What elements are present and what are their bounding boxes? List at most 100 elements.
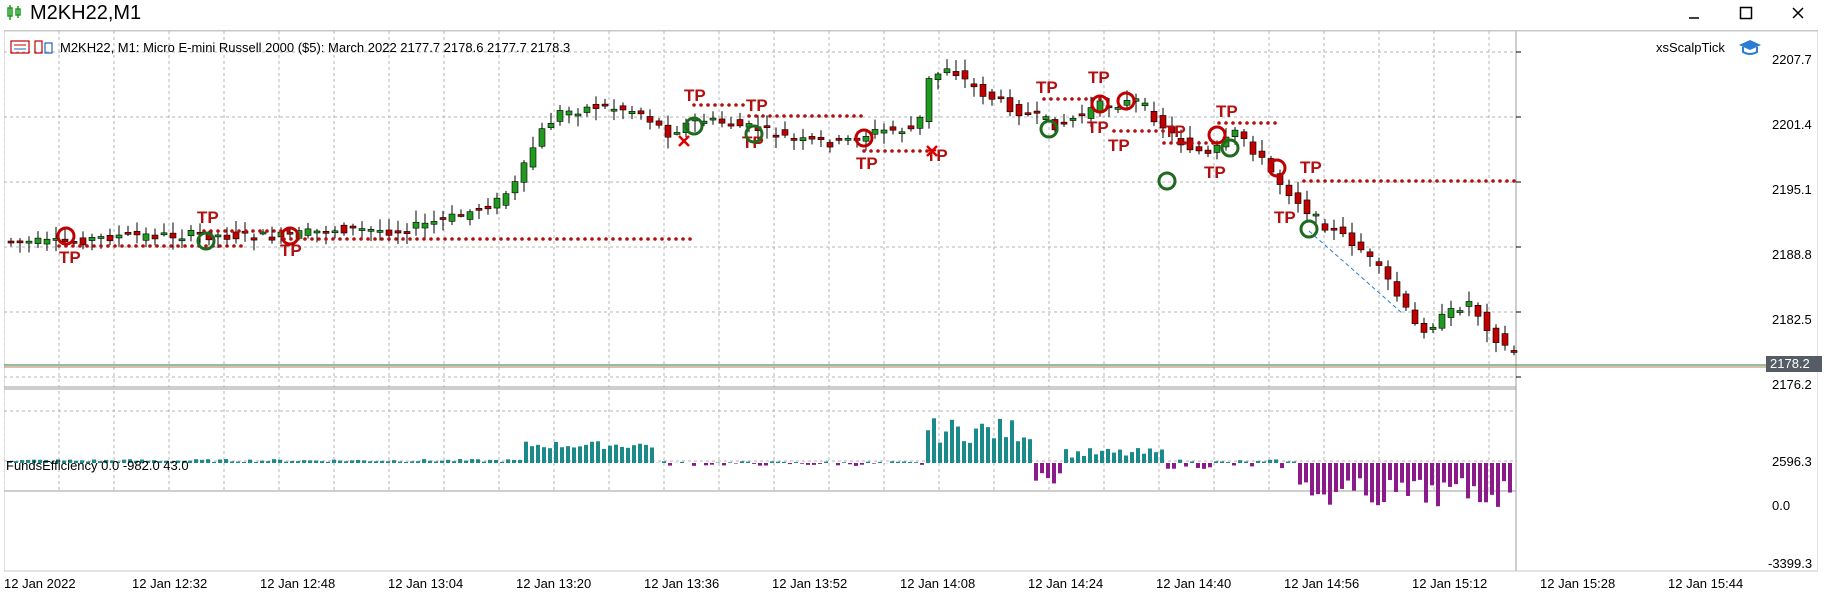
histogram-bar — [764, 463, 768, 466]
maximize-button[interactable] — [1720, 0, 1772, 26]
maximize-icon — [1739, 6, 1753, 20]
candle-body — [520, 162, 528, 183]
tp-level-dot — [134, 244, 138, 248]
tp-level-dot — [1400, 179, 1404, 183]
histogram-bar — [1322, 463, 1326, 495]
histogram-bar — [668, 463, 672, 466]
tp-level-dot — [1470, 179, 1474, 183]
tp-level-dot — [1463, 179, 1467, 183]
histogram-bar — [218, 459, 222, 463]
tp-level-dot — [272, 229, 276, 233]
candle-body — [286, 231, 294, 235]
histogram-bar — [368, 461, 372, 463]
histogram-bar — [50, 461, 54, 463]
tp-level-dot — [289, 237, 293, 241]
histogram-bar — [920, 463, 924, 465]
candle-body — [430, 221, 438, 225]
one-click-trading-icon[interactable] — [10, 40, 30, 54]
tp-level-dot — [789, 114, 793, 118]
tp-label: TP — [1088, 68, 1110, 87]
close-cross — [926, 145, 938, 157]
tp-level-dot — [1309, 179, 1313, 183]
tp-level-dot — [796, 114, 800, 118]
histogram-bar — [470, 459, 474, 463]
histogram-bar — [1016, 441, 1020, 463]
candle-body — [925, 78, 933, 122]
candle-body — [1195, 146, 1203, 152]
tp-level-dot — [597, 237, 601, 241]
tp-level-dot — [520, 237, 524, 241]
tp-level-dot — [485, 237, 489, 241]
tp-level-dot — [1204, 141, 1208, 145]
histogram-bar — [1316, 463, 1320, 495]
histogram-bar — [554, 442, 558, 463]
tp-level-dot — [216, 229, 220, 233]
candle-body — [1510, 350, 1518, 353]
candle-body — [736, 119, 744, 127]
tp-level-dot — [890, 149, 894, 153]
tp-level-dot — [1112, 129, 1116, 133]
minimize-button[interactable] — [1668, 0, 1720, 26]
histogram-bar — [494, 459, 498, 463]
candle-body — [1501, 333, 1509, 346]
tp-level-dot — [527, 237, 531, 241]
histogram-bar — [854, 463, 858, 466]
candle-body — [214, 234, 222, 238]
candle-body — [583, 106, 591, 113]
histogram-bar — [74, 460, 78, 463]
tp-label: TP — [684, 86, 706, 105]
depth-of-market-icon[interactable] — [34, 40, 54, 54]
candle-body — [151, 234, 159, 240]
histogram-bar — [98, 461, 102, 463]
candle-body — [1042, 116, 1050, 120]
tp-level-dot — [1147, 129, 1151, 133]
histogram-bar — [1214, 461, 1218, 463]
trade-marker — [1299, 219, 1319, 239]
histogram-bar — [134, 460, 138, 463]
histogram-bar — [608, 445, 612, 463]
histogram-bar — [260, 460, 264, 463]
tp-level-dot — [734, 103, 738, 107]
candle-body — [1402, 293, 1410, 308]
candle-body — [763, 125, 771, 128]
candle-body — [115, 234, 123, 239]
candle-body — [7, 240, 15, 244]
histogram-bar — [458, 459, 462, 463]
tp-level-dot — [1217, 121, 1221, 125]
histogram-bar — [1040, 463, 1044, 474]
histogram-bar — [620, 447, 624, 463]
chart-window[interactable]: TP TP TP TP TP TP TP TP TP TP TP TP TP TP TP TP TP M2KH2… — [4, 30, 1822, 591]
graduation-cap-icon[interactable] — [1738, 38, 1762, 56]
histogram-bar — [182, 460, 186, 463]
histogram-bar — [1406, 463, 1410, 496]
tp-level-dot — [1238, 121, 1242, 125]
candle-body — [268, 236, 276, 241]
tp-level-dot — [239, 244, 243, 248]
candle-body — [916, 116, 924, 129]
tp-level-dot — [1421, 179, 1425, 183]
tp-level-dot — [768, 114, 772, 118]
candle-body — [538, 128, 546, 147]
tp-level-dot — [618, 237, 622, 241]
tp-level-dot — [345, 237, 349, 241]
histogram-bar — [242, 461, 246, 463]
histogram-bar — [1250, 463, 1254, 467]
close-button[interactable] — [1772, 0, 1824, 26]
tp-level-dot — [918, 149, 922, 153]
histogram-bar — [1286, 461, 1290, 463]
histogram-bar — [1388, 463, 1392, 481]
time-axis-label: 12 Jan 14:40 — [1156, 576, 1232, 591]
tp-level-dot — [653, 237, 657, 241]
candle-body — [1303, 199, 1311, 215]
tp-level-dot — [583, 237, 587, 241]
histogram-bar — [776, 461, 780, 463]
tp-level-dot — [148, 244, 152, 248]
candle-body — [646, 116, 654, 123]
histogram-bar — [1226, 462, 1230, 463]
candle-body — [673, 132, 681, 135]
histogram-bar — [1310, 463, 1314, 496]
tp-level-dot — [1379, 179, 1383, 183]
tp-level-dot — [380, 237, 384, 241]
tp-level-dot — [824, 114, 828, 118]
